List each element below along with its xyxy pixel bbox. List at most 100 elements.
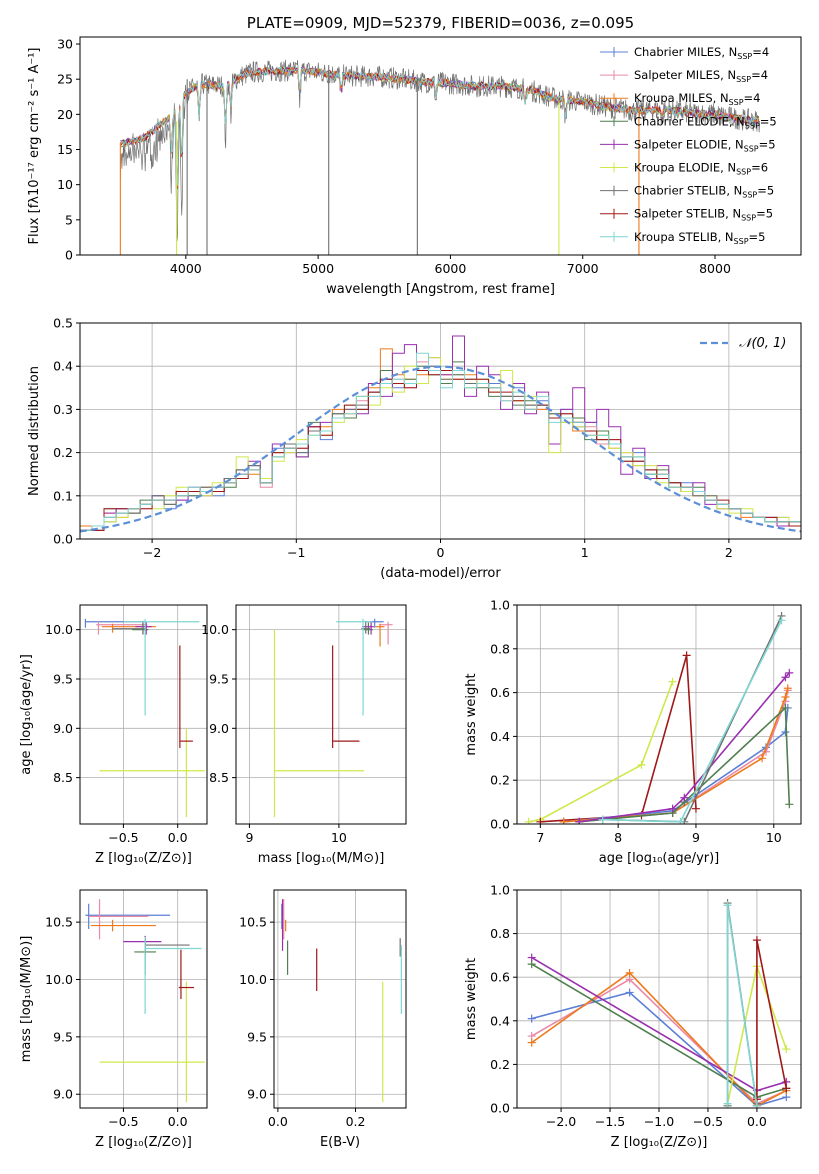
series-marker: [781, 692, 790, 701]
series-marker: [691, 804, 700, 813]
series-marker: [676, 817, 685, 824]
series-marker: [637, 760, 646, 769]
x-tick-label: 0.0: [268, 1114, 288, 1129]
x-tick-label: 10: [331, 830, 347, 845]
legend-text: Salpeter MILES, N: [634, 68, 736, 82]
y-tick-label: 25: [57, 72, 73, 87]
y-axis-label: mass [log₁₀(M/M⊙)]: [19, 936, 34, 1063]
y-tick-label: 10.0: [45, 972, 73, 987]
y-tick-label: 10.5: [45, 915, 73, 930]
series-marker: [527, 953, 536, 962]
series-marker: [781, 673, 790, 682]
x-tick-label: −1.5: [595, 1114, 625, 1129]
y-tick-label: 9.5: [53, 1029, 73, 1044]
legend-sub: SSP: [744, 144, 759, 153]
series-line: [756, 939, 788, 1100]
legend-entry: Kroupa MILES, NSSP=4: [634, 91, 760, 107]
legend-suffix: =5: [760, 114, 777, 128]
series-marker: [559, 817, 568, 824]
y-axis-label: Flux [fλ10⁻¹⁷ erg cm⁻² s⁻¹ A⁻¹]: [27, 48, 42, 245]
errorbars: [84, 618, 205, 818]
x-tick-label: 9: [245, 830, 253, 845]
x-tick-label: 8000: [699, 261, 731, 276]
weight-lines: [524, 611, 794, 824]
massweight-vs-Z-panel: −2.0 −1.5 −1.0 −0.5 0.0 0.0 0.2 0.4 0.6 0.8 1.0 Z […: [464, 883, 802, 1150]
series-kroupa-stelib: [598, 616, 786, 824]
errorbar-salpeter-miles: [88, 899, 149, 940]
y-tick-label: 0.6: [490, 970, 510, 985]
y-tick-label: 0.4: [490, 1013, 510, 1028]
x-tick-label: 7000: [567, 261, 599, 276]
axes-frame: [235, 604, 407, 825]
series-line: [528, 681, 674, 823]
x-tick-label: −0.5: [108, 830, 138, 845]
legend-entry: Chabrier STELIB, NSSP=5: [634, 184, 774, 200]
y-tick-label: 8.5: [53, 770, 73, 785]
series-marker: [752, 1101, 761, 1108]
series-marker: [668, 677, 677, 686]
age-vs-mass-panel: 9 10 8.5 9.0 9.5 10.0 mass [log₁₀(M/M⊙)]: [201, 604, 407, 866]
y-tick-label: 9.0: [53, 1087, 73, 1102]
axes-frame: [79, 36, 802, 256]
series-marker: [758, 754, 767, 763]
errorbar-kroupa-stelib: [123, 618, 200, 716]
legend-suffix: =4: [751, 68, 768, 82]
y-tick-label: 5: [65, 212, 73, 227]
x-axis-label: age [log₁₀(age/yr)]: [599, 851, 720, 866]
x-tick-label: −0.5: [693, 1114, 723, 1129]
legend-entry: 𝒩(0, 1): [739, 336, 786, 351]
errorbar-kroupa-elodie: [273, 629, 364, 818]
y-tick-label: 0.0: [53, 532, 73, 547]
legend-text: Kroupa STELIB, N: [634, 230, 734, 244]
errorbar-salpeter-stelib: [179, 645, 193, 749]
errorbar-kroupa-miles: [90, 919, 156, 932]
series-marker: [785, 668, 794, 677]
errorbar-salpeter-miles: [379, 621, 393, 645]
series-line: [602, 615, 783, 823]
series-marker: [723, 901, 732, 910]
x-tick-label: 0.2: [346, 1114, 366, 1129]
legend-text: Kroupa ELODIE, N: [634, 161, 736, 175]
legend-text: Chabrier STELIB, N: [634, 184, 742, 198]
errorbar-salpeter-stelib: [332, 645, 360, 749]
series-marker: [668, 804, 677, 813]
x-axis-label: Z [log₁₀(Z/Z⊙)]: [95, 1135, 192, 1150]
errorbars: [281, 899, 402, 1103]
spectrum-lines: [119, 59, 761, 255]
series-marker: [723, 1099, 732, 1108]
y-tick-label: 0.6: [490, 685, 510, 700]
legend-entry: Salpeter ELODIE, NSSP=5: [634, 137, 776, 153]
series-chabrier-stelib: [598, 611, 786, 824]
legend-entry: Chabrier ELODIE, NSSP=5: [634, 114, 777, 130]
legend-suffix: =5: [756, 207, 773, 221]
y-tick-label: 10: [57, 177, 73, 192]
x-tick-label: −0.5: [108, 1114, 138, 1129]
legend-sub: SSP: [745, 121, 760, 130]
x-tick-label: −1: [287, 545, 305, 560]
y-tick-label: 9.0: [53, 721, 73, 736]
legend-suffix: =4: [752, 45, 769, 59]
series-marker: [785, 800, 794, 809]
legend-suffix: =5: [757, 184, 774, 198]
y-tick-label: 10.0: [201, 622, 229, 637]
series-marker: [598, 815, 607, 824]
x-tick-label: 0: [437, 545, 445, 560]
y-tick-label: 20: [57, 107, 73, 122]
y-axis-label: age [log₁₀(age/yr)]: [19, 654, 34, 775]
x-axis-label: mass [log₁₀(M/M⊙)]: [258, 851, 385, 866]
legend-sub: SSP: [729, 98, 744, 107]
y-tick-label: 1.0: [490, 883, 510, 898]
y-tick-label: 9.0: [247, 1087, 267, 1102]
y-tick-label: 1.0: [490, 598, 510, 613]
legend-text: Chabrier MILES, N: [634, 45, 737, 59]
legend-suffix: =4: [744, 91, 761, 105]
series-marker: [777, 616, 786, 625]
series-marker: [781, 728, 790, 737]
errorbar-salpeter-miles: [96, 620, 148, 635]
mass-vs-ebv-panel: 0.0 0.2 9.0 9.5 10.0 10.5 E(B-V): [239, 889, 407, 1150]
axes-frame: [273, 889, 407, 1109]
series-kroupa-miles: [559, 684, 792, 824]
weight-lines: [527, 899, 791, 1108]
series-salpeter-elodie: [575, 668, 794, 824]
legend-entry: Chabrier MILES, NSSP=4: [634, 45, 769, 61]
